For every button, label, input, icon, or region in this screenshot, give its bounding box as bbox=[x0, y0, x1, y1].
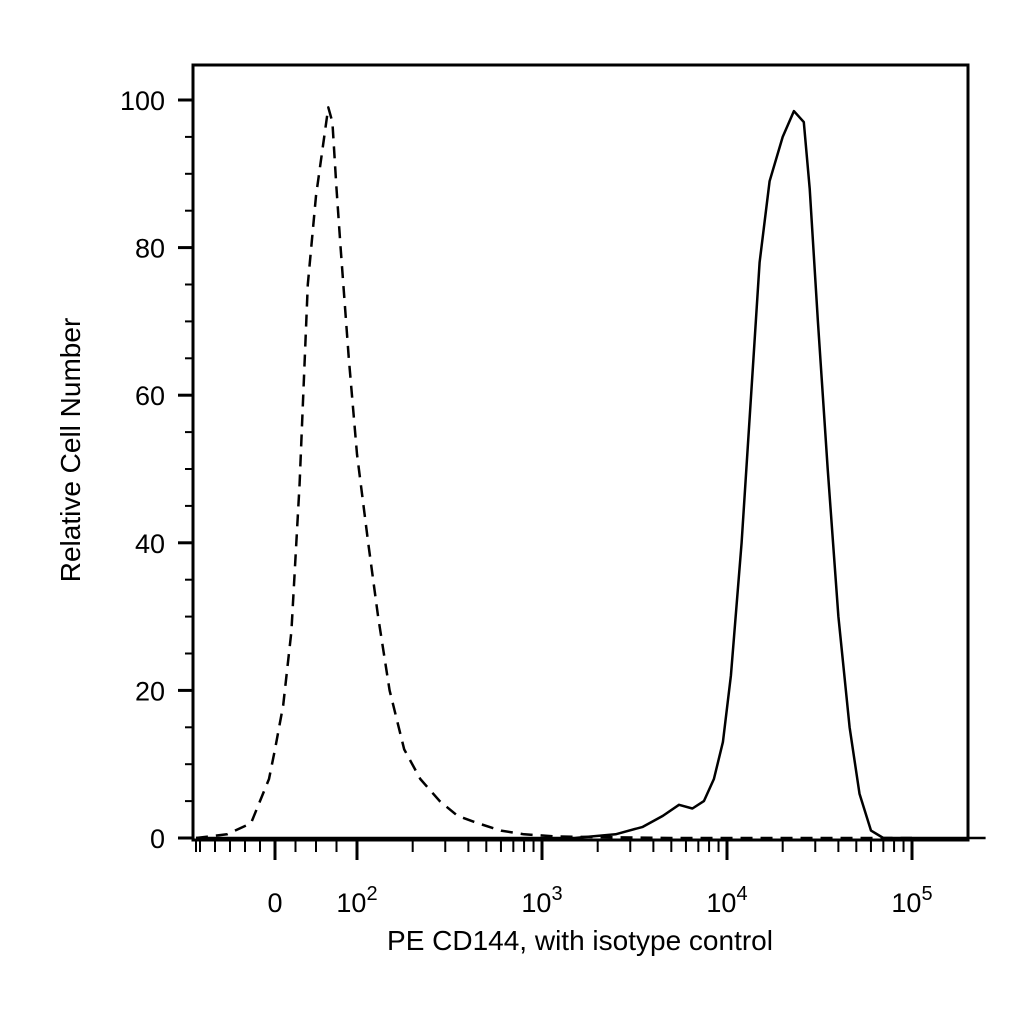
x-tick-label: 105 bbox=[891, 883, 932, 918]
plot-frame bbox=[191, 63, 970, 842]
series-layer bbox=[195, 106, 986, 840]
x-tick-label: 104 bbox=[706, 883, 747, 918]
y-tick-label: 40 bbox=[135, 529, 165, 559]
y-axis-title: Relative Cell Number bbox=[55, 318, 86, 583]
x-tick-label: 0 bbox=[267, 888, 282, 918]
y-tick-label: 60 bbox=[135, 381, 165, 411]
y-tick-label: 0 bbox=[150, 824, 165, 854]
isotype-control-histogram bbox=[195, 106, 912, 840]
cd144-histogram bbox=[196, 109, 986, 840]
x-tick-label: 102 bbox=[336, 883, 377, 918]
x-axis: 0 102 103 104 105 bbox=[195, 840, 933, 918]
y-axis: 0 20 40 60 80 100 bbox=[120, 86, 193, 854]
x-axis-title: PE CD144, with isotype control bbox=[387, 925, 773, 956]
y-tick-label: 100 bbox=[120, 86, 165, 116]
x-tick-label: 103 bbox=[521, 883, 562, 918]
y-tick-label: 20 bbox=[135, 676, 165, 706]
y-tick-label: 80 bbox=[135, 234, 165, 264]
